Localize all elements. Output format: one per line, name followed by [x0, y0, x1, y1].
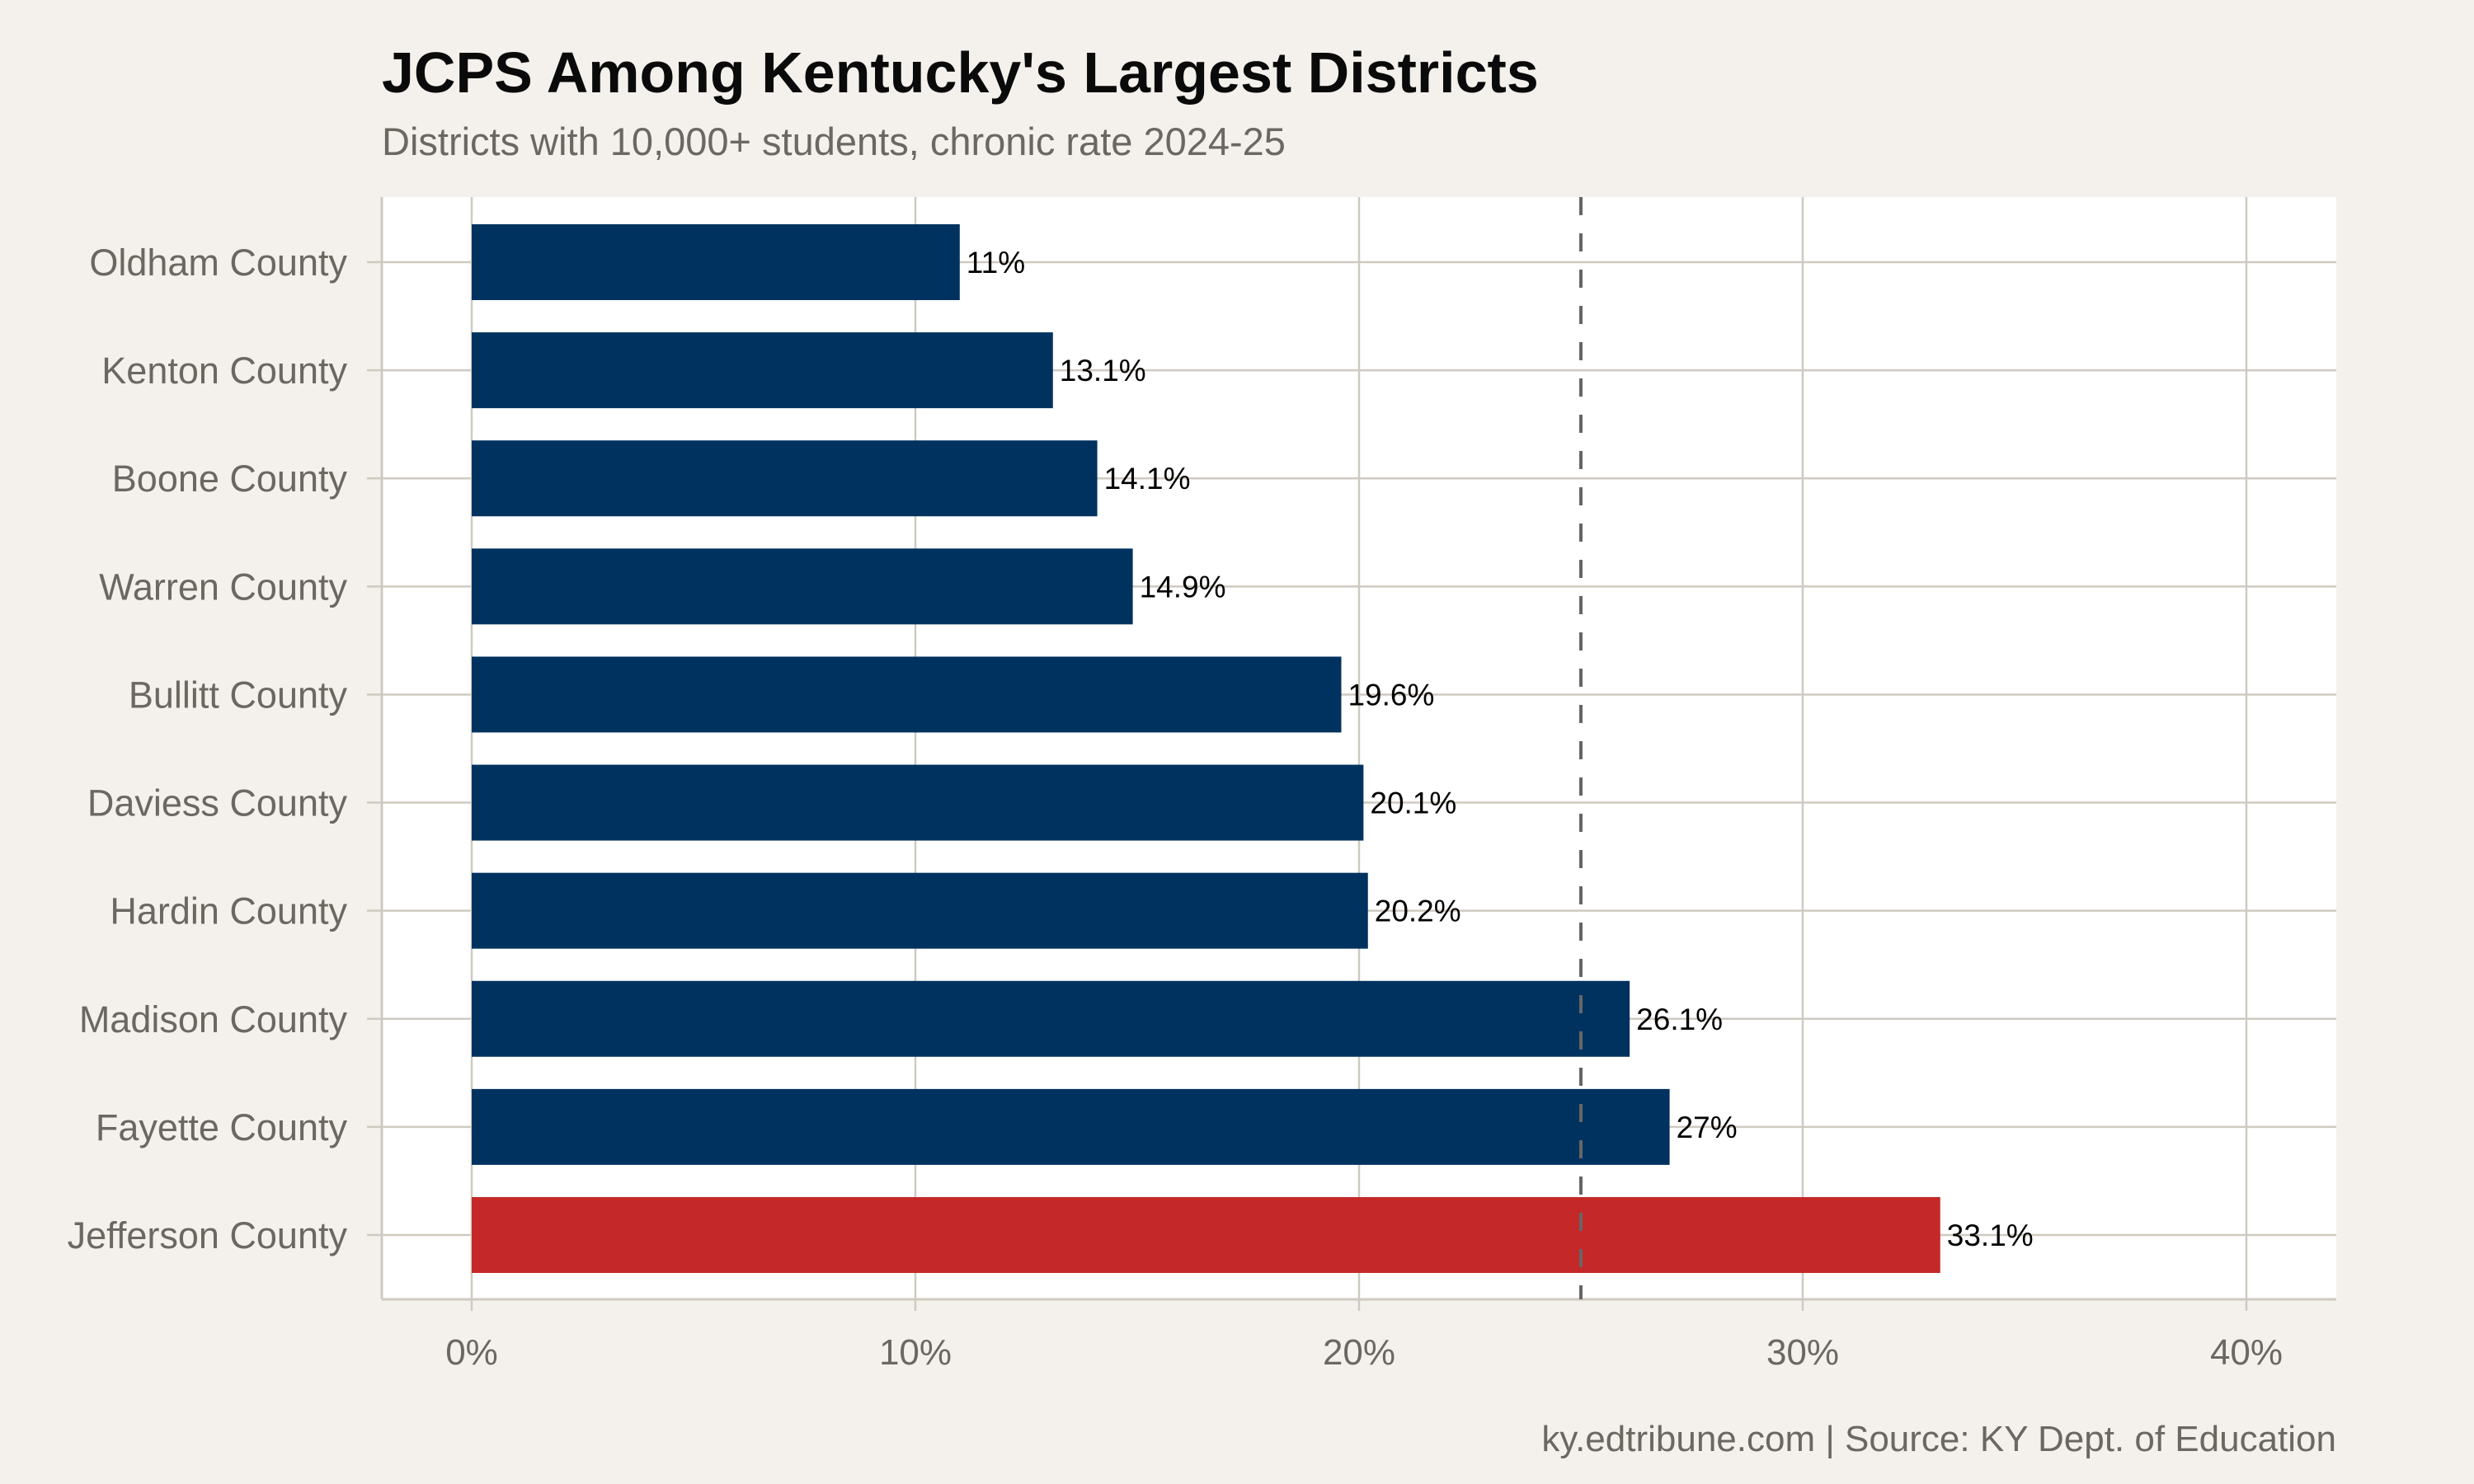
y-tick-label: Madison County: [79, 998, 348, 1040]
x-tick-label: 20%: [1323, 1332, 1395, 1373]
x-tick-label: 0%: [445, 1332, 498, 1373]
y-tick-label: Kenton County: [101, 350, 347, 392]
data-label: 27%: [1677, 1111, 1738, 1144]
data-label: 20.2%: [1375, 895, 1461, 928]
y-tick-label: Fayette County: [96, 1106, 348, 1148]
chart-subtitle: Districts with 10,000+ students, chronic…: [382, 120, 1286, 163]
bar-jefferson-county: [472, 1197, 1940, 1273]
bars: [472, 224, 1940, 1273]
x-tick-label: 30%: [1766, 1332, 1839, 1373]
bar-bullitt-county: [472, 656, 1342, 733]
bar-fayette-county: [472, 1088, 1670, 1165]
bar-boone-county: [472, 440, 1098, 517]
y-tick-label: Jefferson County: [68, 1214, 348, 1256]
data-label: 14.1%: [1104, 462, 1191, 495]
data-label: 33.1%: [1947, 1219, 2034, 1252]
bar-kenton-county: [472, 332, 1053, 409]
x-tick-label: 10%: [879, 1332, 952, 1373]
data-label: 14.9%: [1140, 570, 1226, 603]
y-tick-label: Daviess County: [87, 782, 348, 824]
bar-oldham-county: [472, 224, 960, 300]
chart-caption: ky.edtribune.com | Source: KY Dept. of E…: [1541, 1419, 2336, 1459]
y-tick-label: Bullitt County: [129, 674, 348, 716]
bar-daviess-county: [472, 764, 1364, 841]
data-label: 20.1%: [1370, 787, 1456, 820]
y-tick-label: Boone County: [112, 458, 348, 500]
y-tick-label: Warren County: [99, 566, 347, 608]
data-label: 11%: [967, 246, 1025, 279]
data-label: 13.1%: [1060, 354, 1146, 387]
data-label: 26.1%: [1636, 1003, 1723, 1036]
y-tick-label: Hardin County: [110, 890, 347, 932]
bar-madison-county: [472, 980, 1630, 1057]
x-tick-label: 40%: [2210, 1332, 2283, 1373]
bar-hardin-county: [472, 872, 1368, 949]
data-label: 19.6%: [1348, 678, 1434, 711]
bar-warren-county: [472, 548, 1133, 625]
y-tick-label: Oldham County: [89, 242, 347, 284]
labels: 0% 10% 20% 30% 40% 11% Oldham County 13.1% Kento…: [68, 242, 2283, 1373]
chart-title: JCPS Among Kentucky's Largest Districts: [382, 40, 1539, 105]
